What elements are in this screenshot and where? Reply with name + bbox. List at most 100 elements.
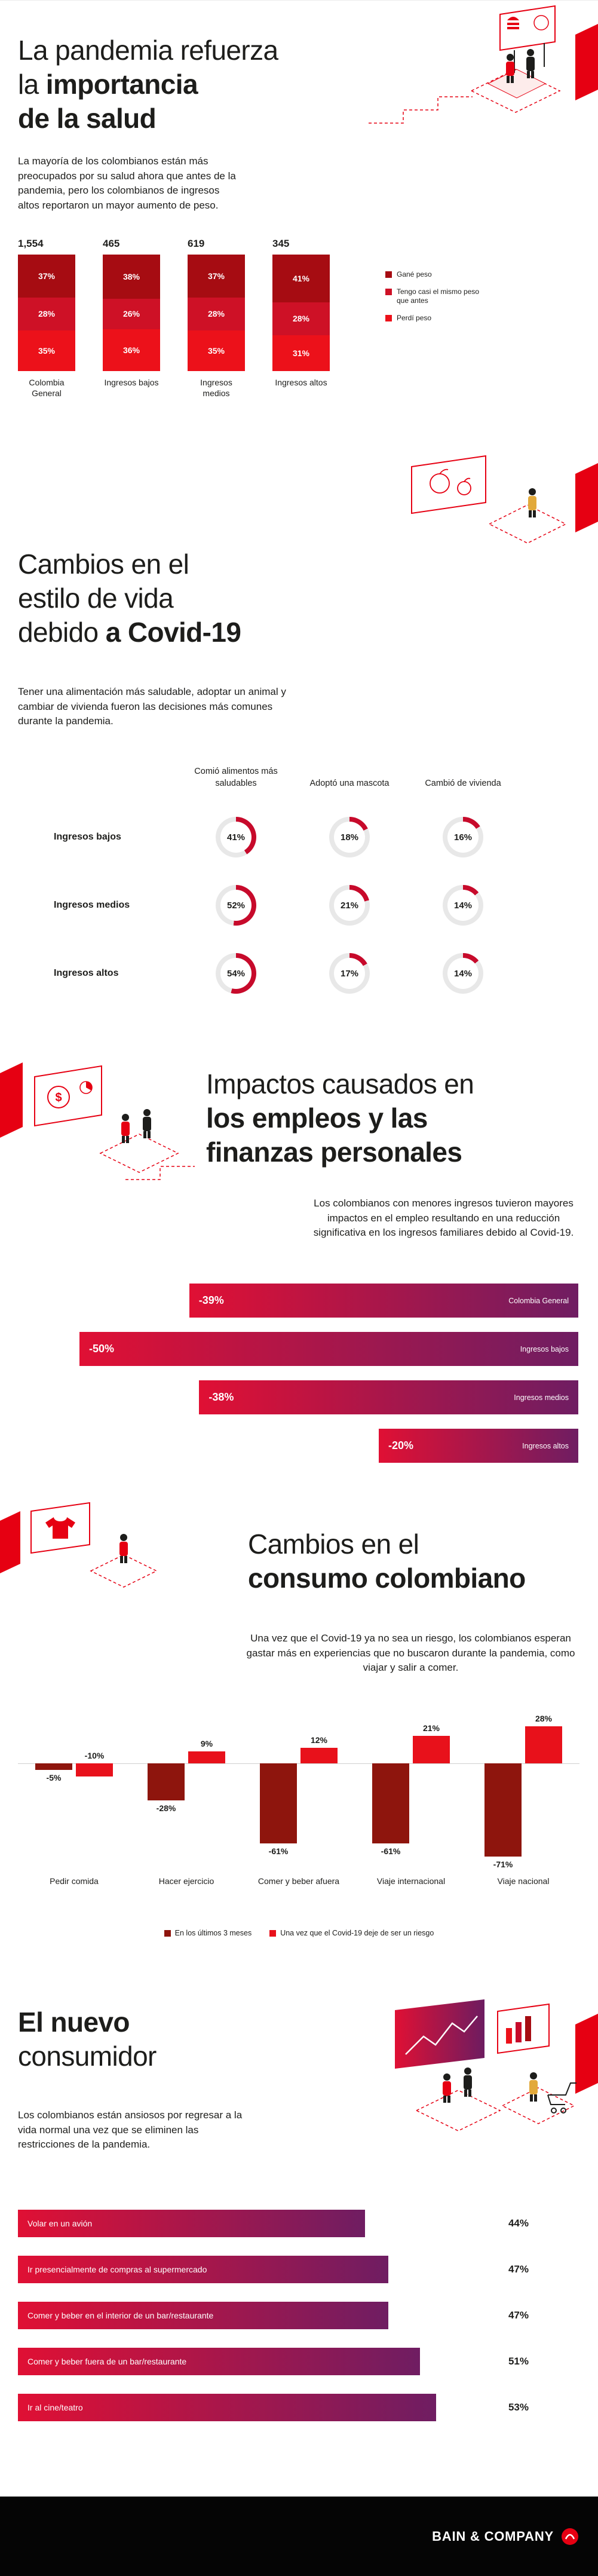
donut-column-header: Comió alimentos más saludables <box>194 767 278 788</box>
person-figure <box>506 54 514 83</box>
weight-total: 1,554 <box>18 238 44 249</box>
desire-value: 47% <box>508 2309 529 2321</box>
weight-bar: 38% 26% 36% <box>103 255 160 371</box>
desire-bar: Comer y beber fuera de un bar/restaurant… <box>18 2348 421 2375</box>
weight-category-label: Ingresos bajos <box>104 377 159 387</box>
weight-total: 345 <box>272 238 290 249</box>
consumption-category-label: Viaje nacional <box>497 1876 550 1886</box>
legend-item: Gané peso <box>385 270 484 280</box>
donut-cell: 16% <box>406 817 520 858</box>
weight-bar: 37% 28% 35% <box>188 255 245 371</box>
title-segment: finanzas personales <box>206 1137 462 1168</box>
impact-label: Colombia General <box>508 1296 569 1305</box>
red-panel <box>0 1062 23 1138</box>
section4-intro: Una vez que el Covid-19 ya no sea un rie… <box>246 1632 575 1674</box>
desire-label: Volar en un avión <box>27 2219 93 2228</box>
red-panel <box>575 2014 598 2094</box>
legend-item: Tengo casi el mismo peso que antes <box>385 287 484 306</box>
legend-label: Perdí peso <box>397 313 432 322</box>
section3-title: Impactos causados en los empleos y las f… <box>206 1067 474 1169</box>
weight-bar-segment: 36% <box>103 329 160 371</box>
dashboard-linechart-icon <box>395 1999 484 2069</box>
impact-bar: -39% Colombia General <box>189 1284 578 1318</box>
title-segment: de la salud <box>18 103 157 134</box>
donut-cell: 14% <box>406 953 520 994</box>
donut-row-label: Ingresos altos <box>54 968 119 979</box>
desire-bar: Ir al cine/teatro <box>18 2394 436 2421</box>
section5-intro: Los colombianos están ansiosos por regre… <box>18 2109 243 2151</box>
section2-intro: Tener una alimentación más saludable, ad… <box>18 686 286 727</box>
desire-bar-row: Volar en un avión 44% <box>18 2210 529 2237</box>
platform-outline <box>90 1554 158 1588</box>
desire-bar: Ir presencialmente de compras al superme… <box>18 2256 389 2283</box>
consumption-value: -71% <box>493 1860 513 1870</box>
donut-cell: 54% <box>179 953 293 994</box>
desire-label: Ir presencialmente de compras al superme… <box>27 2265 207 2274</box>
donut-cell: 14% <box>406 885 520 926</box>
consumption-value: 21% <box>422 1723 440 1733</box>
weight-bar: 41% 28% 31% <box>272 255 330 371</box>
legend-swatch <box>385 288 392 295</box>
consumption-category-label: Pedir comida <box>50 1876 99 1886</box>
title-segment: El nuevo <box>18 2007 130 2038</box>
donut-chart: 14% <box>443 953 483 994</box>
consumption-bar <box>188 1751 225 1763</box>
illustration-new-consumer-scene <box>395 1999 598 2131</box>
person-figure <box>121 1114 130 1143</box>
desire-label: Comer y beber en el interior de un bar/r… <box>27 2311 214 2320</box>
desire-value: 53% <box>508 2402 529 2413</box>
person-figure <box>119 1534 128 1563</box>
bain-logo-icon <box>562 2528 578 2545</box>
section3-intro: Los colombianos con menores ingresos tuv… <box>313 1197 574 1239</box>
weight-chart-column: 345 41% 28% 31% Ingresos altos <box>272 238 330 399</box>
weight-bar-segment: 35% <box>188 330 245 371</box>
desire-bar: Comer y beber en el interior de un bar/r… <box>18 2302 389 2329</box>
title-segment: Impactos causados en <box>206 1068 474 1099</box>
weight-total: 465 <box>103 238 120 249</box>
consumption-bar <box>372 1763 409 1844</box>
red-panel <box>575 463 598 532</box>
donut-column-header: Adoptó una mascota <box>309 778 390 788</box>
title-segment: estilo de vida <box>18 583 174 614</box>
platform-tile <box>487 69 547 99</box>
weight-bar-segment: 28% <box>272 302 330 335</box>
illustration-finance-scene: $ <box>0 1062 195 1180</box>
weight-bar-segment: 41% <box>272 255 330 302</box>
consumption-bar <box>76 1763 113 1776</box>
platform-outline <box>470 69 561 113</box>
impact-value: -39% <box>198 1294 224 1306</box>
title-segment: a Covid-19 <box>105 617 241 648</box>
staircase-path <box>369 96 473 124</box>
weight-legend: Gané peso Tengo casi el mismo peso que an… <box>385 270 484 323</box>
legend-swatch <box>164 1929 171 1937</box>
x-axis <box>18 1763 579 1764</box>
consumption-bar <box>35 1763 72 1770</box>
consumption-value: -61% <box>268 1846 289 1857</box>
red-panel <box>575 24 598 100</box>
donut-column-header: Cambió de vivienda <box>425 778 501 788</box>
staircase-path <box>125 1166 195 1180</box>
section1-title: La pandemia refuerza la importancia de l… <box>18 33 278 136</box>
legend-item: En los últimos 3 meses <box>164 1929 252 1937</box>
donut-chart: 17% <box>329 953 370 994</box>
consumption-bar <box>484 1763 522 1857</box>
weight-total: 619 <box>188 238 205 249</box>
footer-bar: BAIN & COMPANY <box>0 2497 598 2576</box>
person-figure <box>529 2072 538 2102</box>
desire-bar-row: Comer y beber en el interior de un bar/r… <box>18 2302 529 2329</box>
impact-bar: -38% Ingresos medios <box>199 1380 578 1414</box>
donut-cell: 18% <box>293 817 406 858</box>
donut-value: 16% <box>453 832 473 843</box>
weight-bar-segment: 37% <box>188 255 245 298</box>
donut-value: 54% <box>226 968 246 979</box>
person-figure <box>143 1109 151 1138</box>
person-figure <box>526 49 535 78</box>
red-panel <box>0 1511 20 1573</box>
desire-bar: Volar en un avión <box>18 2210 365 2237</box>
consumption-value: -28% <box>156 1803 176 1813</box>
weight-chart-column: 465 38% 26% 36% Ingresos bajos <box>103 238 160 399</box>
title-segment: los empleos y las <box>206 1102 428 1134</box>
section4-title: Cambios en el consumo colombiano <box>248 1527 526 1595</box>
consumption-bar <box>148 1763 185 1800</box>
impact-value: -20% <box>388 1439 414 1451</box>
